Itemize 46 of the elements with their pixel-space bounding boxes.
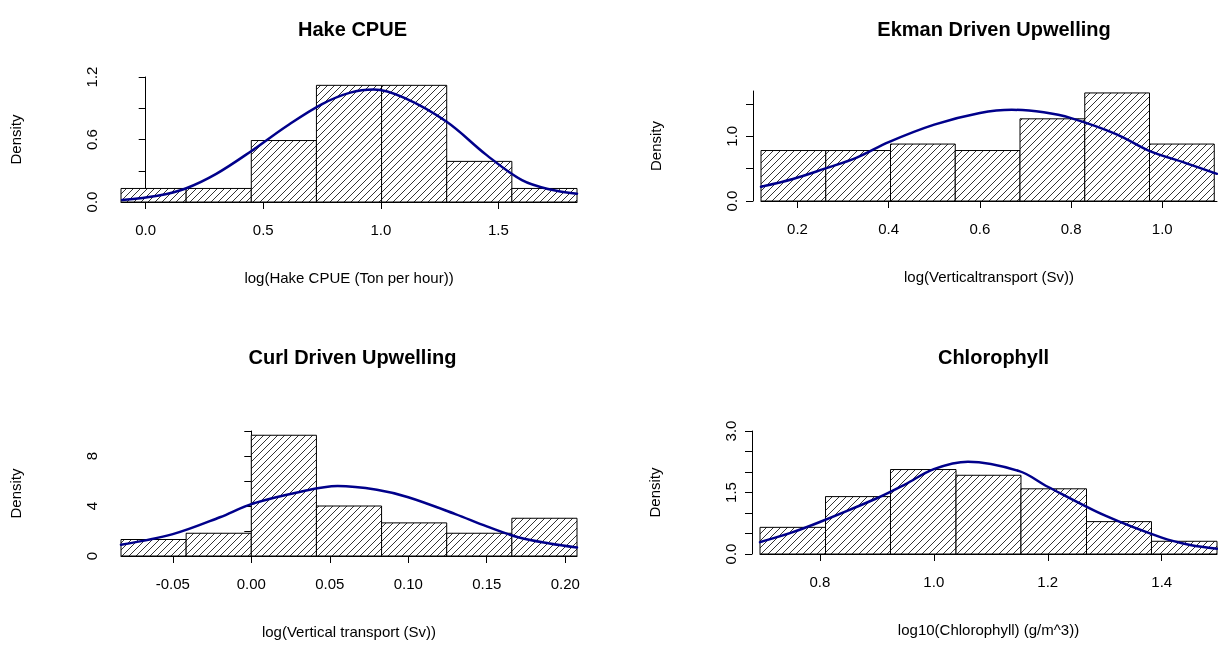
x-tick-label: 0.4 xyxy=(878,220,900,237)
x-tick-label: 1.2 xyxy=(1037,573,1059,590)
line-series xyxy=(758,460,1218,550)
line-series xyxy=(759,108,1218,189)
x-tick-label: 1.5 xyxy=(488,221,509,238)
x-axis-title: log(Hake CPUE (Ton per hour)) xyxy=(244,269,454,286)
chart-title: Hake CPUE xyxy=(298,18,407,40)
x-tick-label: 0.2 xyxy=(787,220,808,237)
y-tick-label: 1.2 xyxy=(83,66,100,88)
y-tick-label: 0.0 xyxy=(723,190,740,212)
y-axis-title: Density xyxy=(7,468,24,519)
x-tick-label: -0.05 xyxy=(155,575,190,592)
y-tick-label: 4 xyxy=(83,501,100,511)
x-tick-label: 1.0 xyxy=(923,573,945,590)
y-tick-label: 3.0 xyxy=(722,420,739,442)
y-axis-title: Density xyxy=(647,120,664,172)
x-axis-title: log(Verticaltransport (Sv)) xyxy=(903,268,1075,285)
x-tick-label: 0.15 xyxy=(472,575,502,592)
chart-title: Ekman Driven Upwelling xyxy=(877,18,1111,40)
x-axis-title: log10(Chlorophyll) (g/m^3)) xyxy=(897,621,1080,638)
x-tick-label: 1.4 xyxy=(1151,573,1173,590)
chart-title: Curl Driven Upwelling xyxy=(248,346,457,368)
x-tick-label: 0.05 xyxy=(315,575,345,592)
x-axis-title: log(Vertical transport (Sv)) xyxy=(261,623,437,640)
y-tick-label: 0.6 xyxy=(83,129,100,150)
y-tick-label: 1.0 xyxy=(723,125,740,147)
y-tick-label: 0.0 xyxy=(83,191,100,213)
y-tick-label: 0.0 xyxy=(722,543,739,565)
x-tick-label: 0.8 xyxy=(809,573,831,590)
line-series xyxy=(120,88,579,202)
line-series xyxy=(119,484,579,549)
x-tick-label: 0.10 xyxy=(393,575,423,592)
y-tick-label: 1.5 xyxy=(722,482,739,503)
y-tick-label: 8 xyxy=(83,451,100,461)
x-tick-label: 0.20 xyxy=(550,575,580,592)
x-tick-label: 0.6 xyxy=(969,220,991,237)
x-tick-label: 0.0 xyxy=(135,221,157,238)
x-tick-label: 0.5 xyxy=(252,221,274,238)
chart-title: Chlorophyll xyxy=(937,346,1050,368)
y-axis-title: Density xyxy=(7,114,24,165)
x-tick-label: 0.00 xyxy=(236,575,266,592)
y-tick-label: 0 xyxy=(83,551,100,561)
x-tick-label: 0.8 xyxy=(1060,220,1082,237)
y-axis-title: Density xyxy=(646,467,663,518)
x-tick-label: 1.0 xyxy=(370,221,392,238)
x-tick-label: 1.0 xyxy=(1151,220,1173,237)
